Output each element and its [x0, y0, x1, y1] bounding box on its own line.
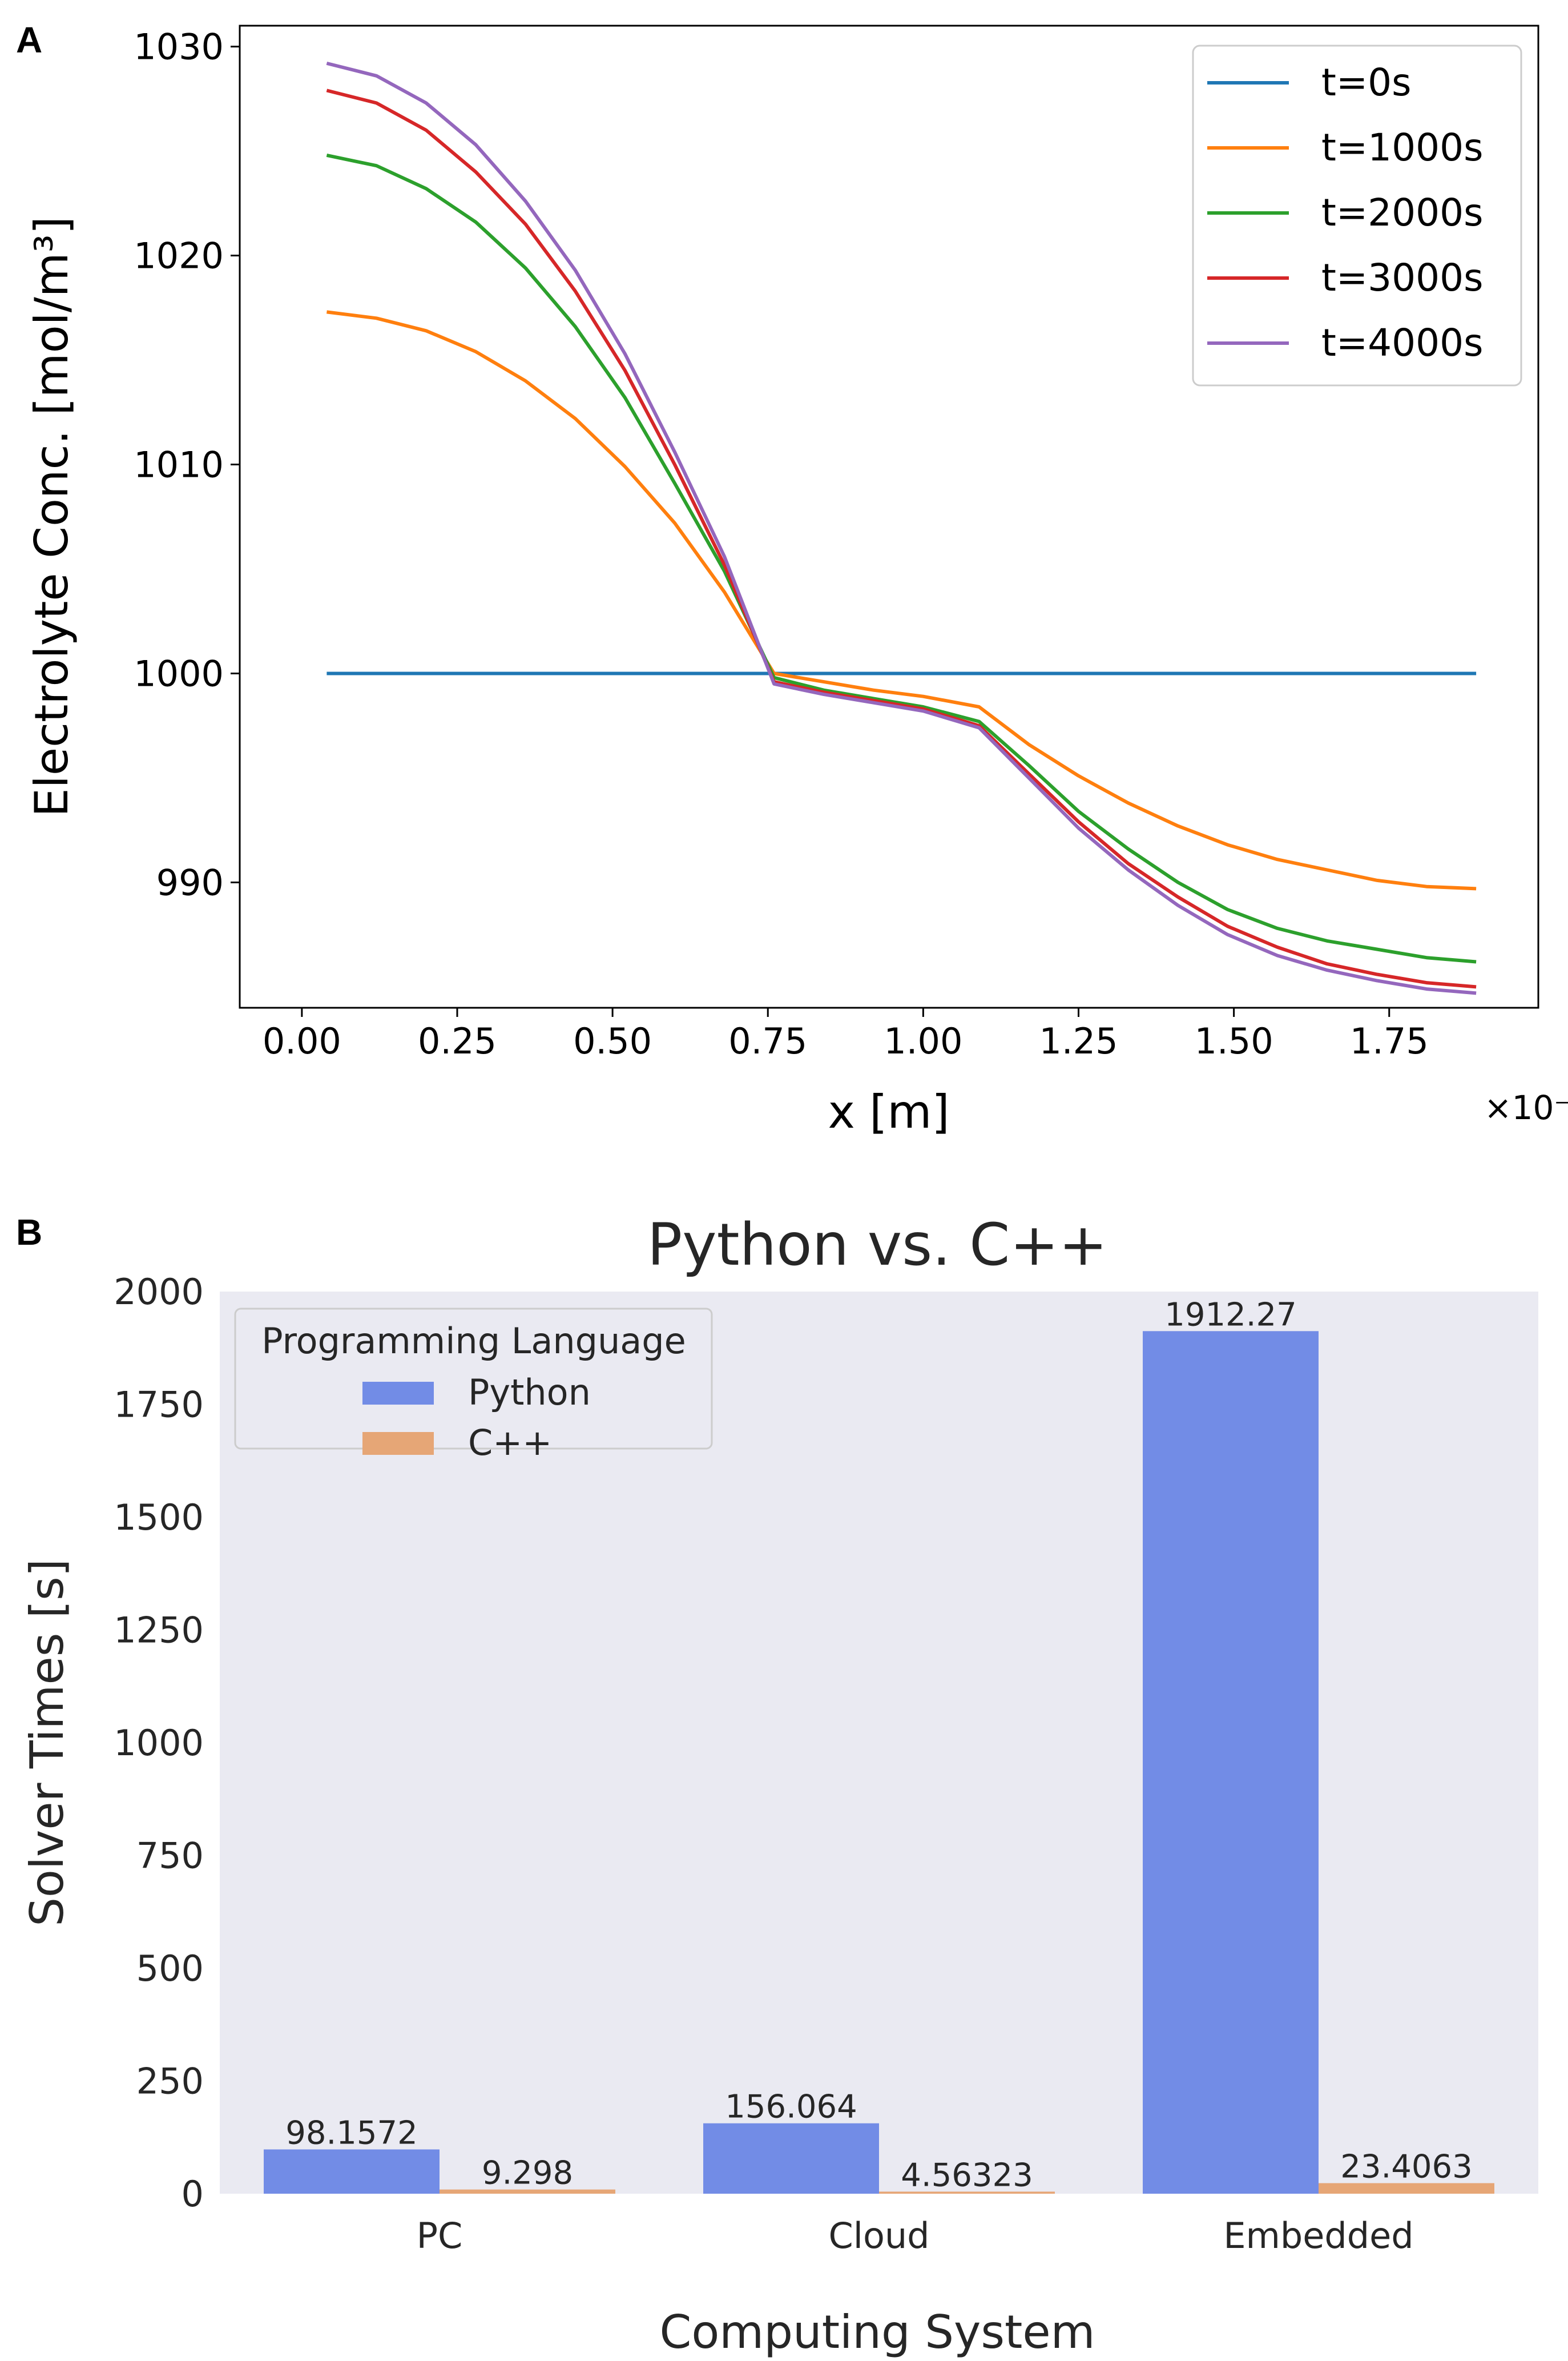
bar-python-pc [264, 2149, 440, 2194]
bar-value-label: 1912.27 [1164, 1296, 1297, 1333]
line-chart-legend-label: t=2000s [1321, 191, 1484, 235]
bar-chart-x-tick-label: Cloud [828, 2215, 929, 2257]
line-chart-x-tick-label: 0.25 [418, 1020, 497, 1062]
line-chart-x-tick-label: 0.75 [728, 1020, 807, 1062]
bar-chart-x-tick-label: Embedded [1223, 2215, 1413, 2257]
bar-value-label: 4.56323 [901, 2157, 1033, 2194]
bar-chart-y-ticks: 0 250 500 750 1000 1250 1500 1750 2000 [114, 1271, 204, 2215]
line-chart-legend-label: t=4000s [1321, 321, 1484, 365]
line-chart-series-group [326, 61, 1477, 995]
line-series-t-3000s [326, 89, 1477, 989]
panel-b-letter: B [16, 1212, 42, 1253]
bar-chart-x-tick-label: PC [417, 2215, 463, 2257]
line-chart-x-tick-label: 1.00 [884, 1020, 962, 1062]
bar-chart-title: Python vs. C++ [647, 1211, 1108, 1279]
line-chart-y-ticks: 990 1000 1010 1020 1030 [134, 26, 240, 903]
line-chart-legend-box [1192, 45, 1522, 387]
line-chart-x-tick-label: 0.00 [263, 1020, 341, 1062]
line-chart-y-tick-label: 1000 [134, 653, 224, 694]
bar-c-cloud [879, 2191, 1055, 2194]
bar-chart-y-tick-label: 1750 [114, 1384, 204, 1426]
bar-chart-legend: Programming Language Python C++ [234, 1308, 713, 1463]
line-chart-y-axis-label: Electrolyte Conc. [mol/m³] [25, 216, 78, 817]
bar-chart-x-ticks: PC Cloud Embedded [417, 2215, 1414, 2257]
line-chart-x-tick-label: 1.75 [1350, 1020, 1429, 1062]
line-chart-x-multiplier: ×10⁻⁴ [1484, 1088, 1568, 1127]
bar-chart-legend-label: C++ [468, 1422, 552, 1463]
bar-chart-y-tick-label: 1500 [114, 1497, 204, 1538]
bar-chart-legend-title: Programming Language [261, 1320, 686, 1362]
bar-python-cloud [703, 2123, 879, 2194]
line-chart-y-tick-label: 1020 [134, 235, 224, 277]
bar-chart-y-tick-label: 2000 [114, 1271, 204, 1313]
line-chart-legend-label: t=3000s [1321, 256, 1484, 300]
line-chart-legend-label: t=0s [1321, 61, 1412, 104]
line-chart-x-axis-label: x [m] [828, 1085, 949, 1139]
bar-chart-y-axis-label: Solver Times [s] [21, 1559, 74, 1926]
line-series-t-4000s [326, 61, 1477, 995]
line-chart-x-tick-label: 0.50 [573, 1020, 652, 1062]
line-series-t-1000s [327, 310, 1477, 891]
line-chart: 0.00 0.25 0.50 0.75 1.00 1.25 1.50 1.75 990 1000… [25, 25, 1568, 1139]
bar-c-pc [440, 2189, 615, 2194]
bar-value-label: 9.298 [482, 2155, 573, 2192]
bar-chart-x-axis-label: Computing System [659, 2306, 1095, 2359]
bar-chart-legend-label: Python [468, 1371, 591, 1413]
line-chart-legend-label: t=1000s [1321, 126, 1484, 170]
line-chart-x-ticks: 0.00 0.25 0.50 0.75 1.00 1.25 1.50 1.75 [263, 1008, 1429, 1062]
bar-c-embedded [1319, 2183, 1494, 2194]
line-chart-legend: t=0s t=1000s t=2000s t=3000s t=4000s [1192, 45, 1522, 387]
bar-chart-y-tick-label: 250 [136, 2061, 204, 2102]
bar-chart-legend-swatch [362, 1382, 434, 1405]
line-chart-y-tick-label: 990 [156, 862, 224, 903]
bar-chart-y-tick-label: 750 [136, 1835, 204, 1877]
panel-a-letter: A [16, 19, 42, 61]
line-chart-y-tick-label: 1030 [134, 26, 224, 68]
bar-value-label: 156.064 [725, 2089, 857, 2126]
bar-chart-y-tick-label: 1250 [114, 1610, 204, 1651]
bar-value-label: 98.1572 [285, 2114, 418, 2151]
bar-chart-y-tick-label: 500 [136, 1948, 204, 1989]
bar-chart-bars: 98.1572 9.298 156.064 4.56323 1912.27 23.4063 [264, 1296, 1494, 2194]
line-chart-x-tick-label: 1.25 [1039, 1020, 1118, 1062]
line-chart-x-tick-label: 1.50 [1195, 1020, 1273, 1062]
bar-value-label: 23.4063 [1340, 2149, 1473, 2186]
bar-chart-y-tick-label: 0 [182, 2173, 204, 2215]
bar-chart-y-tick-label: 1000 [114, 1722, 204, 1764]
line-chart-y-tick-label: 1010 [134, 444, 224, 486]
bar-chart-legend-box [234, 1308, 713, 1450]
bar-python-embedded [1143, 1331, 1319, 2194]
line-series-t-2000s [326, 153, 1477, 964]
bar-chart-legend-swatch [362, 1432, 434, 1455]
bar-chart: Python vs. C++ 0 250 500 750 1000 1250 1500 175… [21, 1211, 1538, 2359]
